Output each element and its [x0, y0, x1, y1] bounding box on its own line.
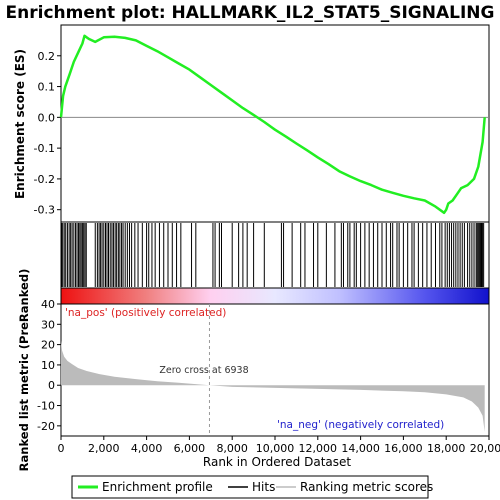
x-tick-label: 10,000 [256, 442, 295, 455]
metric-y-ticks: 40 30 20 10 0 -10 -20 [37, 298, 61, 433]
x-tick-label: 2,000 [88, 442, 120, 455]
es-y-ticks: 0.2 0.1 0.0 -0.1 -0.2 -0.3 [34, 50, 61, 217]
x-tick-label: 14,000 [341, 442, 380, 455]
es-y-tick-label: 0.1 [38, 81, 56, 94]
legend-label-hits: Hits [252, 480, 275, 494]
legend-box [71, 475, 429, 499]
x-tick-label: 8,000 [216, 442, 248, 455]
es-panel-frame [60, 24, 490, 223]
metric-y-tick-label: 0 [48, 379, 55, 392]
es-y-tick-label: -0.1 [34, 142, 55, 155]
es-y-tick-label: 0.2 [38, 50, 56, 63]
x-tick-label: 6,000 [174, 442, 206, 455]
metric-y-tick-label: 20 [41, 339, 55, 352]
metric-y-tick-label: 30 [41, 318, 55, 331]
es-y-tick-label: -0.3 [34, 204, 55, 217]
hit-lines [61, 223, 485, 287]
rank-color-bar [60, 287, 490, 305]
metric-y-tick-label: 40 [41, 298, 55, 311]
metric-y-tick-label: -10 [37, 400, 55, 413]
legend-label-ranking-metric: Ranking metric scores [300, 480, 433, 494]
positive-correlation-label: 'na_pos' (positively correlated) [65, 307, 226, 319]
es-y-axis-label: Enrichment score (ES) [13, 49, 27, 199]
x-tick-label: 16,000 [384, 442, 423, 455]
legend-label-enrichment-profile: Enrichment profile [102, 480, 213, 494]
x-axis-label: Rank in Ordered Dataset [203, 455, 351, 469]
es-y-tick-label: -0.2 [34, 173, 55, 186]
metric-panel-frame [60, 303, 490, 437]
x-tick-label: 20,000 [470, 442, 500, 455]
es-panel: 0.2 0.1 0.0 -0.1 -0.2 -0.3 Enrichment score (… [13, 24, 490, 223]
metric-y-tick-label: -20 [37, 420, 55, 433]
x-tick-label: 18,000 [427, 442, 466, 455]
negative-correlation-label: 'na_neg' (negatively correlated) [277, 419, 444, 431]
es-y-tick-label: 0.0 [38, 111, 56, 124]
x-tick-label: 0 [58, 442, 65, 455]
legend: Enrichment profile Hits Ranking metric s… [71, 475, 433, 499]
metric-y-tick-label: 10 [41, 359, 55, 372]
hits-panel [60, 221, 490, 289]
zero-cross-label: Zero cross at 6938 [159, 365, 248, 376]
x-axis-ticks: 0 2,000 4,000 6,000 8,000 10,000 12,000 14,000 1… [58, 436, 500, 455]
ranking-metric-area [61, 340, 485, 432]
x-tick-label: 12,000 [299, 442, 338, 455]
metric-panel: Zero cross at 6938 'na_pos' (positively … [17, 269, 490, 472]
metric-y-axis-label: Ranked list metric (PreRanked) [17, 269, 31, 472]
enrichment-profile-line [59, 34, 486, 215]
chart-title: Enrichment plot: HALLMARK_IL2_STAT5_SIGN… [6, 3, 495, 23]
x-tick-label: 4,000 [131, 442, 163, 455]
